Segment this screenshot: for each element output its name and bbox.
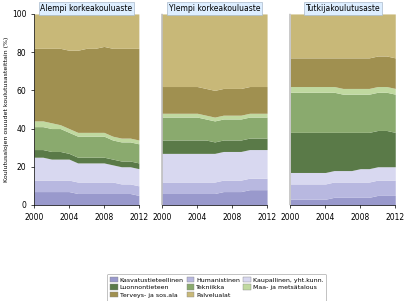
Title: Alempi korkeakouluaste: Alempi korkeakouluaste [40,4,133,13]
Title: Ylempi korkeakouluaste: Ylempi korkeakouluaste [169,4,261,13]
Legend: Kasvatustieteellinen, Luonnontieteen, Terveys- ja sos.ala, Humanistinen, Tekniik: Kasvatustieteellinen, Luonnontieteen, Te… [107,274,326,301]
Title: Tutkijakoulutusaste: Tutkijakoulutusaste [306,4,380,13]
Y-axis label: Koulutusalojen osuudet koulutusasteittain (%): Koulutusalojen osuudet koulutusasteittai… [4,37,9,182]
